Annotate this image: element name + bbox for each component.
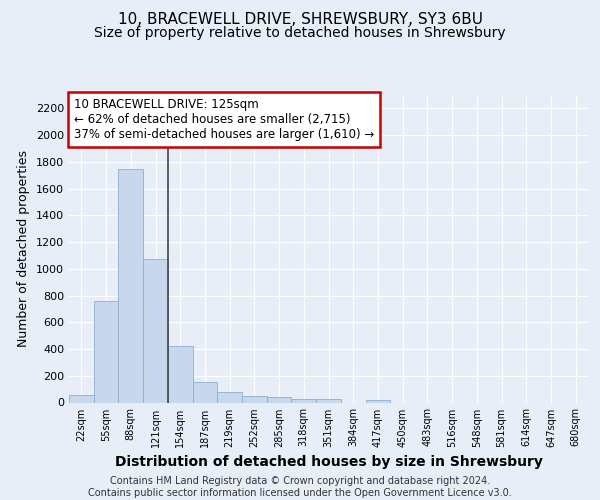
Bar: [168, 346, 193, 403]
Bar: [94, 301, 118, 402]
Bar: [69, 395, 94, 402]
Bar: [242, 396, 267, 402]
Bar: [365, 400, 390, 402]
Bar: [118, 169, 143, 402]
Y-axis label: Number of detached properties: Number of detached properties: [17, 150, 31, 347]
Bar: [217, 392, 242, 402]
Text: 10 BRACEWELL DRIVE: 125sqm
← 62% of detached houses are smaller (2,715)
37% of s: 10 BRACEWELL DRIVE: 125sqm ← 62% of deta…: [74, 98, 374, 141]
X-axis label: Distribution of detached houses by size in Shrewsbury: Distribution of detached houses by size …: [115, 455, 542, 469]
Bar: [267, 397, 292, 402]
Bar: [316, 399, 341, 402]
Bar: [193, 382, 217, 402]
Text: Contains HM Land Registry data © Crown copyright and database right 2024.
Contai: Contains HM Land Registry data © Crown c…: [88, 476, 512, 498]
Text: 10, BRACEWELL DRIVE, SHREWSBURY, SY3 6BU: 10, BRACEWELL DRIVE, SHREWSBURY, SY3 6BU: [118, 12, 482, 28]
Bar: [292, 399, 316, 402]
Bar: [143, 259, 168, 402]
Text: Size of property relative to detached houses in Shrewsbury: Size of property relative to detached ho…: [94, 26, 506, 40]
